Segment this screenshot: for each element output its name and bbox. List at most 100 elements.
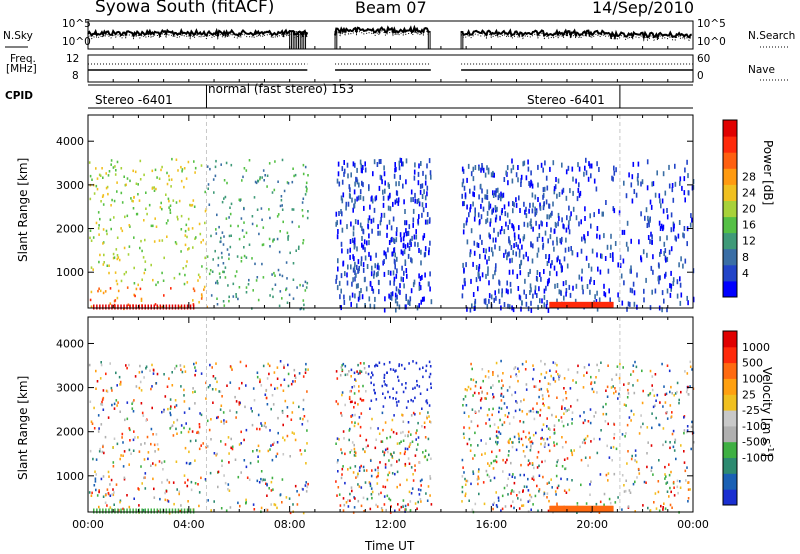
echo-cell	[204, 209, 207, 213]
echo-cell	[519, 473, 522, 477]
echo-cell	[632, 364, 635, 367]
echo-cell	[545, 371, 548, 374]
echo-cell	[518, 440, 520, 444]
echo-cell	[163, 408, 165, 412]
echo-cell	[479, 276, 481, 282]
echo-cell	[210, 418, 212, 421]
echo-cell	[593, 280, 595, 285]
echo-cell	[353, 454, 356, 457]
echo-cell	[304, 368, 307, 371]
echo-cell	[553, 441, 555, 444]
echo-cell	[487, 370, 490, 373]
echo-cell	[497, 436, 499, 439]
echo-cell	[467, 385, 470, 389]
echo-cell	[359, 189, 362, 195]
echo-cell	[544, 160, 546, 166]
echo-cell	[207, 187, 209, 190]
echo-cell	[337, 486, 340, 489]
echo-cell	[146, 435, 149, 439]
echo-cell	[647, 219, 650, 225]
echo-cell	[565, 440, 567, 444]
echo-cell	[351, 197, 353, 203]
echo-cell	[389, 452, 392, 456]
echo-cell	[192, 303, 195, 306]
echo-cell	[306, 419, 309, 423]
nsky-tick-top: 10^5	[62, 18, 91, 30]
echo-cell	[258, 481, 261, 484]
echo-cell	[267, 449, 270, 453]
echo-cell	[669, 292, 672, 298]
echo-cell	[588, 161, 590, 167]
echo-cell	[504, 249, 507, 255]
echo-cell	[426, 415, 428, 419]
echo-cell	[499, 418, 501, 422]
near-range-cell	[93, 508, 95, 514]
echo-cell	[517, 165, 519, 170]
echo-cell	[101, 450, 104, 454]
echo-cell	[388, 361, 391, 364]
echo-cell	[98, 260, 100, 264]
echo-cell	[553, 431, 556, 435]
echo-cell	[561, 420, 563, 423]
echo-cell	[102, 194, 105, 197]
echo-cell	[414, 502, 417, 505]
echo-cell	[106, 504, 108, 507]
echo-cell	[590, 381, 593, 384]
near-range-cell	[99, 304, 101, 310]
echo-cell	[548, 499, 550, 503]
echo-cell	[522, 504, 525, 507]
echo-cell	[407, 253, 410, 259]
ground-scatter-cell	[585, 301, 588, 308]
velocity-cbar-tick: 500	[742, 357, 763, 370]
echo-cell	[541, 460, 543, 464]
echo-cell	[221, 256, 223, 259]
echo-cell	[687, 300, 689, 306]
echo-cell	[512, 441, 514, 444]
echo-cell	[484, 172, 487, 178]
echo-cell	[373, 270, 376, 276]
echo-cell	[353, 406, 355, 409]
echo-cell	[268, 208, 270, 211]
echo-cell	[219, 408, 222, 411]
echo-cell	[426, 458, 429, 462]
echo-cell	[266, 508, 269, 512]
echo-cell	[420, 299, 422, 305]
echo-cell	[613, 433, 616, 436]
echo-cell	[354, 413, 356, 417]
echo-cell	[388, 240, 391, 245]
echo-cell	[140, 297, 143, 301]
echo-cell	[368, 481, 371, 484]
echo-cell	[470, 378, 472, 381]
echo-cell	[623, 383, 625, 386]
echo-cell	[603, 492, 606, 496]
echo-cell	[663, 251, 665, 256]
echo-cell	[606, 395, 609, 398]
echo-cell	[421, 194, 424, 199]
echo-cell	[576, 371, 579, 374]
echo-cell	[410, 398, 412, 402]
echo-cell	[649, 199, 652, 205]
echo-cell	[581, 268, 583, 274]
echo-cell	[590, 440, 592, 443]
echo-cell	[144, 487, 147, 490]
echo-cell	[520, 437, 523, 441]
echo-cell	[495, 361, 498, 365]
echo-cell	[561, 465, 564, 468]
echo-cell	[198, 447, 201, 451]
echo-cell	[671, 187, 674, 193]
echo-cell	[218, 272, 221, 275]
echo-cell	[389, 368, 392, 371]
echo-cell	[184, 243, 187, 247]
nsky-line-1	[334, 24, 430, 36]
echo-cell	[638, 472, 641, 475]
echo-cell	[637, 180, 639, 186]
echo-cell	[226, 384, 228, 387]
echo-cell	[632, 482, 635, 486]
echo-cell	[180, 179, 183, 183]
echo-cell	[216, 303, 219, 306]
echo-cell	[500, 359, 502, 363]
near-range-cell	[177, 304, 180, 310]
echo-cell	[245, 256, 248, 259]
echo-cell	[421, 274, 423, 280]
velocity-cbar-frame	[722, 330, 738, 506]
